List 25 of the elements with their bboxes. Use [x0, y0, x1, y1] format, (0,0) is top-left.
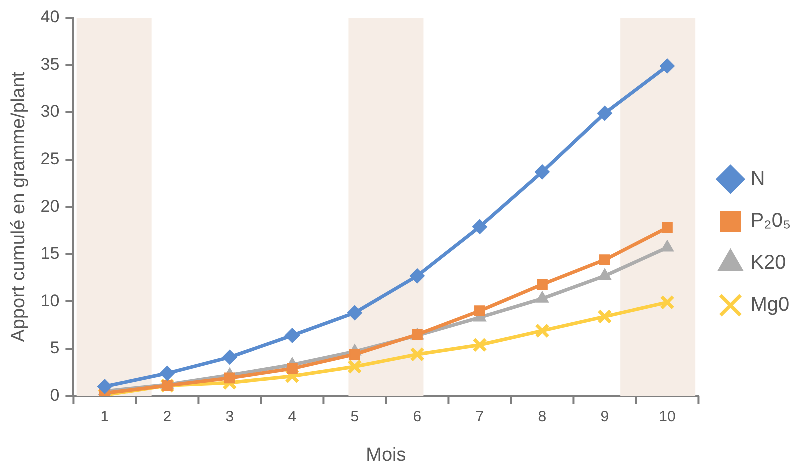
y-tick-label: 25: [40, 150, 60, 169]
legend-label: K20: [750, 252, 786, 274]
legend-label: P₂0₅: [750, 210, 792, 232]
x-tick-label: 6: [413, 408, 422, 426]
y-tick-label: 30: [40, 102, 60, 122]
legend-label: N: [750, 168, 766, 190]
x-tick-label: 3: [226, 408, 234, 426]
x-tick-label: 9: [600, 408, 610, 426]
legend-label: Mg0: [750, 294, 790, 316]
x-tick-label: 1: [100, 408, 110, 426]
y-tick-label: 5: [50, 338, 60, 358]
y-tick-label: 20: [40, 196, 60, 216]
x-tick-label: 5: [350, 408, 360, 426]
x-tick-label: 4: [288, 408, 297, 426]
y-tick-label: 10: [40, 291, 60, 310]
y-tick-label: 15: [40, 244, 60, 264]
x-tick-label: 7: [476, 408, 484, 426]
x-tick-label: 2: [163, 408, 172, 426]
x-axis-title: Mois: [366, 444, 406, 466]
x-tick-label: 10: [659, 408, 676, 426]
y-tick-label: 0: [50, 386, 60, 405]
y-axis-title: Apport cumulé en gramme/plant: [8, 71, 30, 342]
y-tick-label: 40: [40, 8, 60, 27]
y-tick-label: 35: [40, 54, 60, 74]
x-tick-label: 8: [538, 408, 547, 426]
